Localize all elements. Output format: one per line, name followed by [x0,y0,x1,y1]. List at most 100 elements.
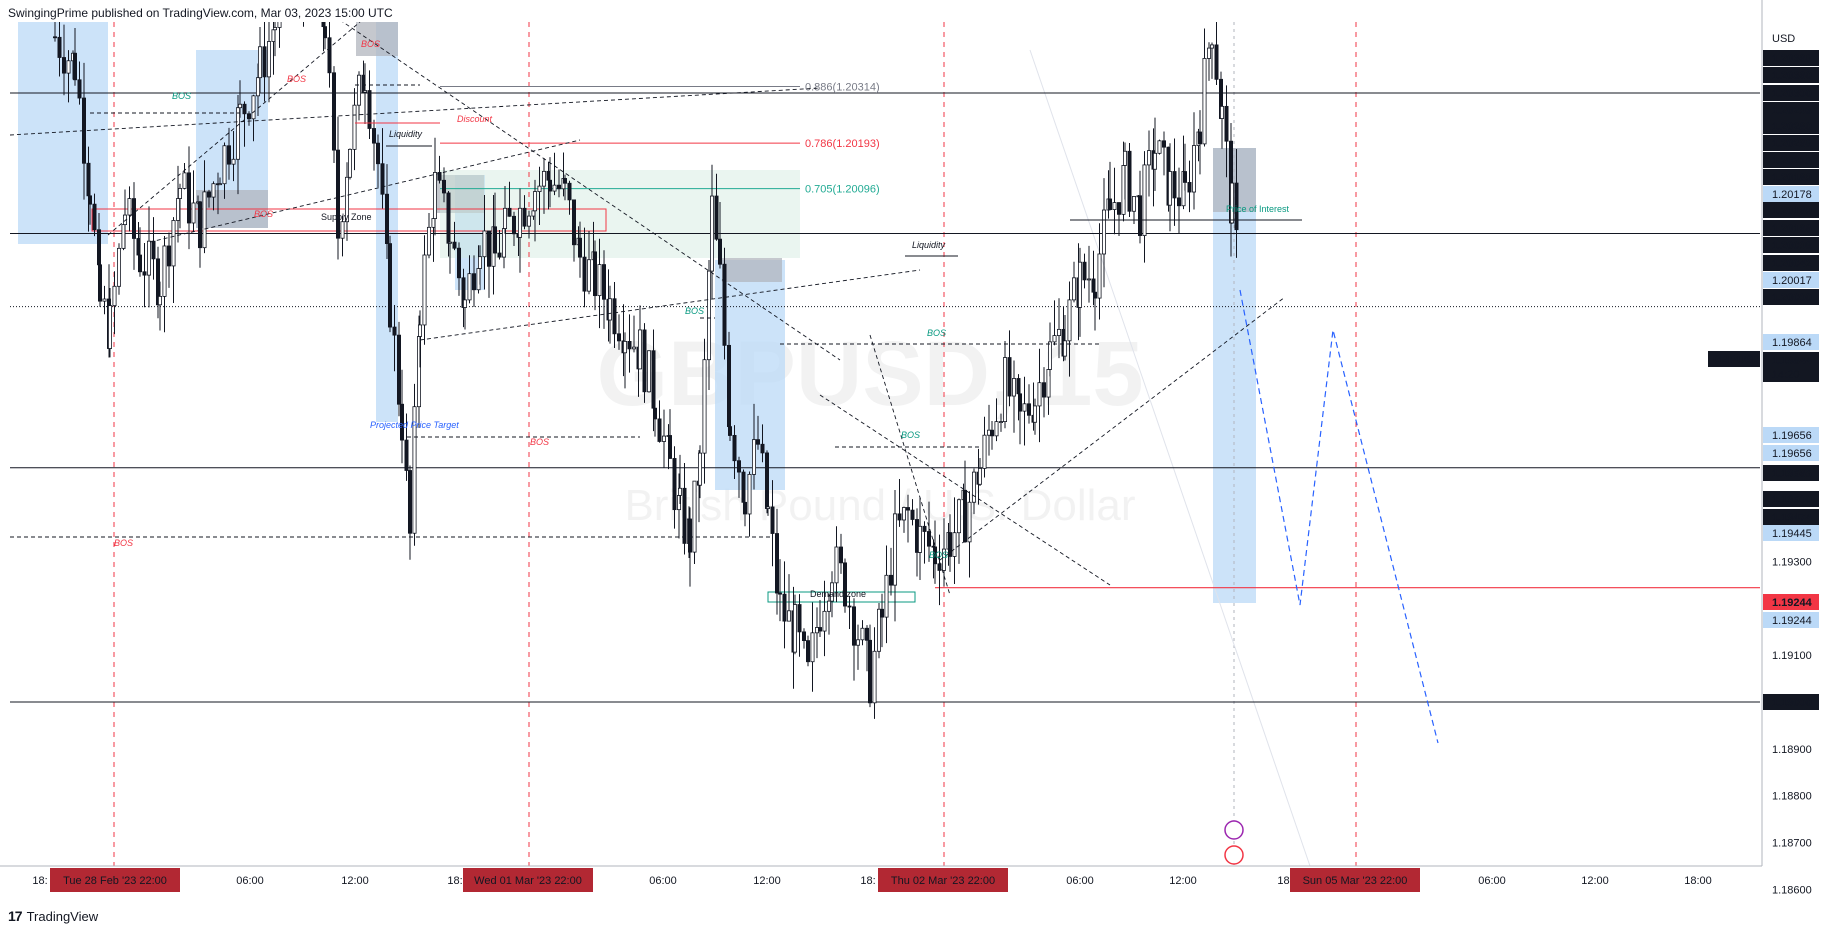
price-label-bg-19 [1763,465,1819,481]
candle-body [88,195,93,205]
candle-body [657,418,662,442]
fib-label-1: 0.786(1.20193) [805,138,880,150]
candle-body [722,263,727,346]
price-label-bg-3 [1763,102,1819,118]
candle-body [417,324,422,337]
candle-body [927,531,932,547]
candle-body [197,201,202,249]
candle-body [57,36,62,58]
candle-body [1022,403,1027,412]
candle-body [880,608,885,618]
candle-body [151,240,156,260]
candle-body [497,252,502,258]
candle-body [698,452,703,486]
candle-body [533,191,538,212]
candle-body [191,202,196,224]
candle-body [387,243,392,328]
session-label-3: Sun 05 Mar '23 22:00 [1303,875,1408,887]
candle-body [548,179,553,192]
candle-body [642,329,647,393]
tradingview-footer[interactable]: 17 TradingView [8,905,98,927]
candle-body [255,77,260,97]
candle-body [518,207,523,238]
candle-body [380,163,385,195]
candle-body [356,74,361,106]
candle-body [572,199,577,246]
candle-body [770,506,775,534]
candle-body [222,145,227,185]
price-label-2: 1.20300 [1772,88,1812,100]
price-label-13: 1.20017 [1772,275,1812,287]
candle-body [1027,403,1032,416]
candle-body [217,183,222,186]
candle-body [1037,382,1042,407]
candle-body [317,0,320,5]
watermark-description: British Pound / U.S. Dollar [624,481,1135,530]
x-tick-4: 06:00 [649,875,677,887]
candle-body [756,439,761,445]
x-tick-6: 18: [860,875,875,887]
candle-body [251,95,256,120]
candle-body [512,215,517,235]
candle-body [587,259,592,292]
candle-body [743,501,748,515]
candle-body [146,240,151,276]
candle-body [843,562,848,607]
y-tick-4: 1.19100 [1772,650,1812,662]
y-tick-3: 1.18900 [1772,744,1812,756]
trendline-7 [107,22,361,236]
candle-body [206,191,211,198]
candle-body [597,264,602,297]
candle-body [963,489,968,543]
price-label-10: 1.20166 [1772,223,1812,235]
candle-body [127,198,132,216]
candle-body [902,507,907,521]
candle-body [937,563,942,571]
faint-diagonal [1029,49,1311,866]
candle-body [865,627,870,641]
candle-body [1168,171,1173,206]
candle-body [1072,277,1077,301]
candle-body [537,185,542,193]
candle-body [73,52,78,81]
price-label-bg-25 [1763,694,1819,710]
annotation-bos-6: BOS [685,306,704,316]
candle-body [426,226,431,256]
candle-body [942,548,947,571]
price-label-18: 1.19656 [1772,448,1812,460]
candle-body [1132,196,1137,212]
y-tick-1: 1.18700 [1772,838,1812,850]
price-label-16: 1.19844 [1772,355,1813,367]
candle-body [77,79,82,99]
price-label-12: 1.20042 [1772,258,1812,270]
candle-body [608,298,613,321]
price-label-17: 1.19656 [1772,430,1812,442]
trendline-2 [419,269,921,341]
y-tick-0: 1.18600 [1772,884,1812,896]
candle-body [1210,44,1215,49]
candle-body [884,574,889,618]
candle-body [456,247,461,279]
price-label-9: 1.20169 [1772,205,1812,217]
candle-body [990,429,995,437]
fib-label-2: 0.705(1.20096) [805,184,880,196]
candle-body [557,184,562,190]
candle-body [856,639,861,646]
annotation-bos-9: BOS [929,550,948,560]
candle-body [1192,145,1197,193]
candle-body [1067,299,1072,342]
annotation-liquidity-11: Liquidity [389,129,423,139]
candle-body [471,273,476,291]
gray-block-2 [722,258,782,282]
candle-body [1082,261,1087,281]
trendline-3 [342,22,841,361]
candle-body [1018,393,1023,412]
candle-body [582,256,587,292]
trendline-0 [10,87,821,136]
candle-body [1123,150,1128,166]
candle-body [352,104,357,150]
candle-body [563,178,568,184]
candle-body [1102,209,1107,255]
candle-body [933,546,938,565]
